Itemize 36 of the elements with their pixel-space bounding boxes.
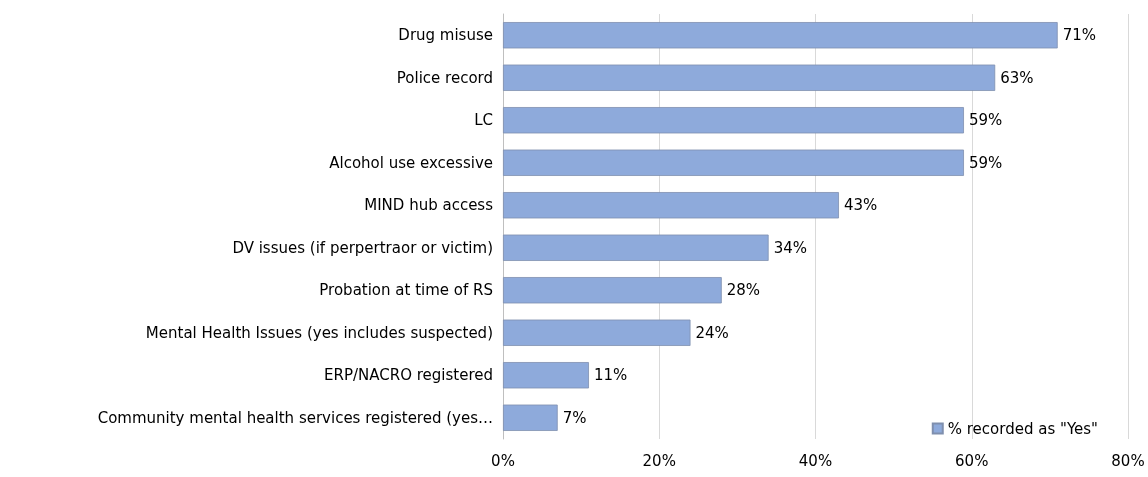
x-tick-label: 0%: [491, 451, 515, 470]
data-label: 59%: [968, 111, 1003, 130]
bar: [503, 319, 691, 346]
bar: [503, 192, 839, 219]
data-label: 71%: [1062, 26, 1097, 45]
data-label: 28%: [726, 281, 761, 300]
data-label: 63%: [1000, 68, 1034, 87]
y-tick-label: Alcohol use excessive: [329, 153, 493, 172]
data-label: 11%: [593, 366, 628, 385]
y-tick-label: Probation at time of RS: [319, 281, 493, 300]
legend-label: % recorded as "Yes": [947, 419, 1099, 438]
bar: [503, 362, 589, 389]
data-label: 43%: [843, 196, 878, 215]
bar: [503, 22, 1058, 49]
bar: [503, 404, 558, 431]
x-tick-label: 40%: [798, 451, 833, 470]
y-tick-label: Drug misuse: [398, 26, 493, 45]
x-tick-label: 80%: [1111, 451, 1145, 470]
bar: [503, 234, 769, 261]
bar: [503, 64, 996, 91]
x-tick-label: 20%: [642, 451, 676, 470]
y-tick-label: Mental Health Issues (yes includes suspected): [145, 323, 493, 342]
y-tick-label: ERP/NACRO registered: [324, 366, 493, 385]
bar: [503, 107, 964, 134]
bar: [503, 277, 722, 304]
data-label: 24%: [695, 323, 729, 342]
y-tick-label: Police record: [396, 68, 493, 87]
data-label: 59%: [968, 153, 1003, 172]
y-tick-label: MIND hub access: [364, 196, 494, 215]
y-tick-label: Community mental health services registered (yes…: [97, 408, 493, 427]
x-tick-label: 60%: [955, 451, 989, 470]
bar: [503, 149, 964, 176]
data-label: 34%: [773, 238, 807, 257]
y-tick-label: DV issues (if perpertraor or victim): [232, 238, 493, 257]
data-label: 7%: [562, 408, 587, 427]
y-tick-label: LC: [474, 111, 493, 130]
